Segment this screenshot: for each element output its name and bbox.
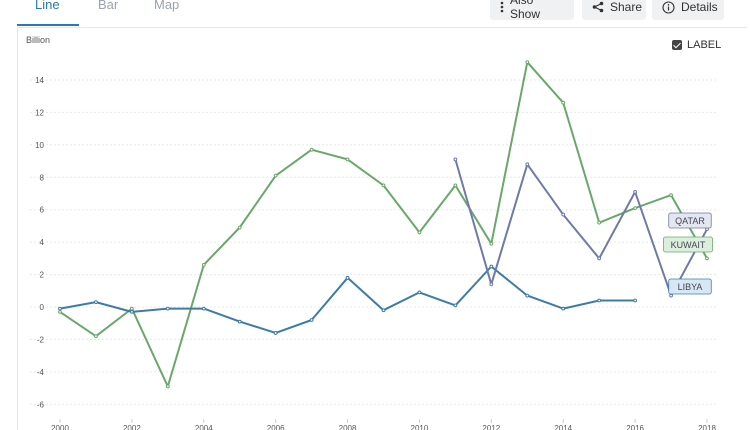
- y-tick-label: 4: [40, 238, 45, 247]
- x-tick-label: 2006: [267, 424, 285, 430]
- data-point-kuwait[interactable]: [273, 173, 278, 178]
- y-tick-label: 0: [40, 303, 45, 312]
- series-line-kuwait[interactable]: [59, 61, 708, 388]
- data-point-qatar[interactable]: [453, 157, 458, 162]
- y-tick-label: -6: [37, 400, 45, 409]
- data-point-libya[interactable]: [94, 300, 98, 305]
- label-toggle-text: LABEL: [687, 39, 722, 51]
- x-tick-label: 2004: [195, 424, 213, 430]
- data-point-kuwait[interactable]: [561, 100, 566, 105]
- data-point-libya[interactable]: [201, 306, 206, 311]
- data-point-kuwait[interactable]: [237, 225, 242, 230]
- details-button[interactable]: Details: [652, 0, 724, 20]
- top-toolbar: Line Bar Map Also Show Share Details: [0, 0, 750, 27]
- active-tab-indicator: [17, 24, 79, 26]
- x-tick-label: 2010: [411, 424, 429, 430]
- series-label: QATAR: [675, 216, 705, 226]
- data-point-libya[interactable]: [525, 293, 530, 298]
- vertical-dots-icon: [500, 1, 504, 13]
- data-point-libya[interactable]: [417, 290, 422, 295]
- y-axis-title: Billion: [26, 35, 50, 45]
- data-point-kuwait[interactable]: [417, 230, 422, 235]
- details-label: Details: [681, 0, 718, 14]
- data-point-kuwait[interactable]: [345, 157, 350, 162]
- series-line-qatar[interactable]: [454, 159, 708, 297]
- data-point-kuwait[interactable]: [129, 306, 134, 311]
- x-tick-label: 2016: [626, 424, 644, 430]
- data-point-libya[interactable]: [309, 318, 314, 322]
- data-point-qatar[interactable]: [597, 256, 602, 261]
- y-tick-label: 10: [35, 141, 44, 150]
- data-point-kuwait[interactable]: [525, 60, 530, 65]
- series-label-box: [663, 236, 713, 253]
- data-point-libya[interactable]: [58, 306, 62, 311]
- series-label: LIBYA: [678, 282, 703, 292]
- data-point-libya[interactable]: [597, 298, 602, 303]
- y-tick-label: 6: [40, 206, 45, 215]
- data-point-qatar[interactable]: [669, 293, 673, 298]
- tab-line[interactable]: Line: [35, 0, 60, 12]
- series-label-box: [668, 212, 712, 229]
- share-button[interactable]: Share: [582, 0, 646, 20]
- y-tick-label: 12: [35, 108, 44, 117]
- data-point-libya[interactable]: [129, 309, 134, 314]
- data-point-qatar[interactable]: [561, 212, 566, 217]
- y-tick-label: -4: [37, 368, 45, 377]
- x-tick-label: 2008: [339, 424, 357, 430]
- data-point-kuwait[interactable]: [165, 384, 170, 389]
- data-point-kuwait[interactable]: [94, 334, 98, 339]
- share-label: Share: [610, 0, 643, 14]
- data-point-libya[interactable]: [273, 331, 278, 335]
- series-label-box: [668, 278, 712, 295]
- also-show-label: Also Show: [510, 0, 541, 21]
- data-point-kuwait[interactable]: [58, 309, 62, 314]
- data-point-qatar[interactable]: [633, 189, 638, 194]
- data-point-libya[interactable]: [561, 306, 566, 311]
- data-point-kuwait[interactable]: [705, 256, 709, 261]
- tab-map[interactable]: Map: [154, 0, 180, 12]
- data-point-kuwait[interactable]: [489, 241, 494, 246]
- y-tick-label: -2: [37, 335, 45, 344]
- data-point-qatar[interactable]: [489, 282, 494, 287]
- data-point-libya[interactable]: [489, 264, 494, 269]
- share-icon: [592, 1, 604, 13]
- data-point-libya[interactable]: [453, 303, 458, 308]
- data-point-libya[interactable]: [237, 319, 242, 324]
- data-point-libya[interactable]: [381, 308, 386, 313]
- data-point-libya[interactable]: [633, 298, 638, 303]
- data-point-kuwait[interactable]: [381, 183, 386, 188]
- data-point-kuwait[interactable]: [453, 183, 458, 188]
- data-point-libya[interactable]: [345, 275, 350, 280]
- x-tick-label: 2002: [123, 424, 141, 430]
- y-tick-label: 2: [40, 271, 45, 280]
- x-tick-label: 2012: [482, 424, 500, 430]
- data-point-kuwait[interactable]: [201, 262, 206, 267]
- info-icon: [662, 0, 675, 14]
- data-point-kuwait[interactable]: [597, 220, 602, 225]
- x-tick-label: 2000: [51, 424, 69, 430]
- data-point-qatar[interactable]: [525, 162, 530, 167]
- chart-frame: [17, 27, 747, 430]
- data-point-kuwait[interactable]: [669, 193, 673, 198]
- tab-bar[interactable]: Bar: [98, 0, 119, 12]
- data-point-kuwait[interactable]: [633, 206, 638, 210]
- label-toggle[interactable]: LABEL: [672, 39, 721, 51]
- y-tick-label: 14: [35, 76, 44, 85]
- y-tick-label: 8: [40, 173, 45, 182]
- series-label: KUWAIT: [671, 240, 706, 250]
- also-show-button[interactable]: Also Show: [490, 0, 574, 21]
- data-point-libya[interactable]: [165, 306, 170, 311]
- x-tick-label: 2018: [698, 424, 716, 430]
- x-tick-label: 2014: [554, 424, 572, 430]
- label-checkbox[interactable]: [672, 40, 682, 50]
- data-point-kuwait[interactable]: [309, 147, 314, 152]
